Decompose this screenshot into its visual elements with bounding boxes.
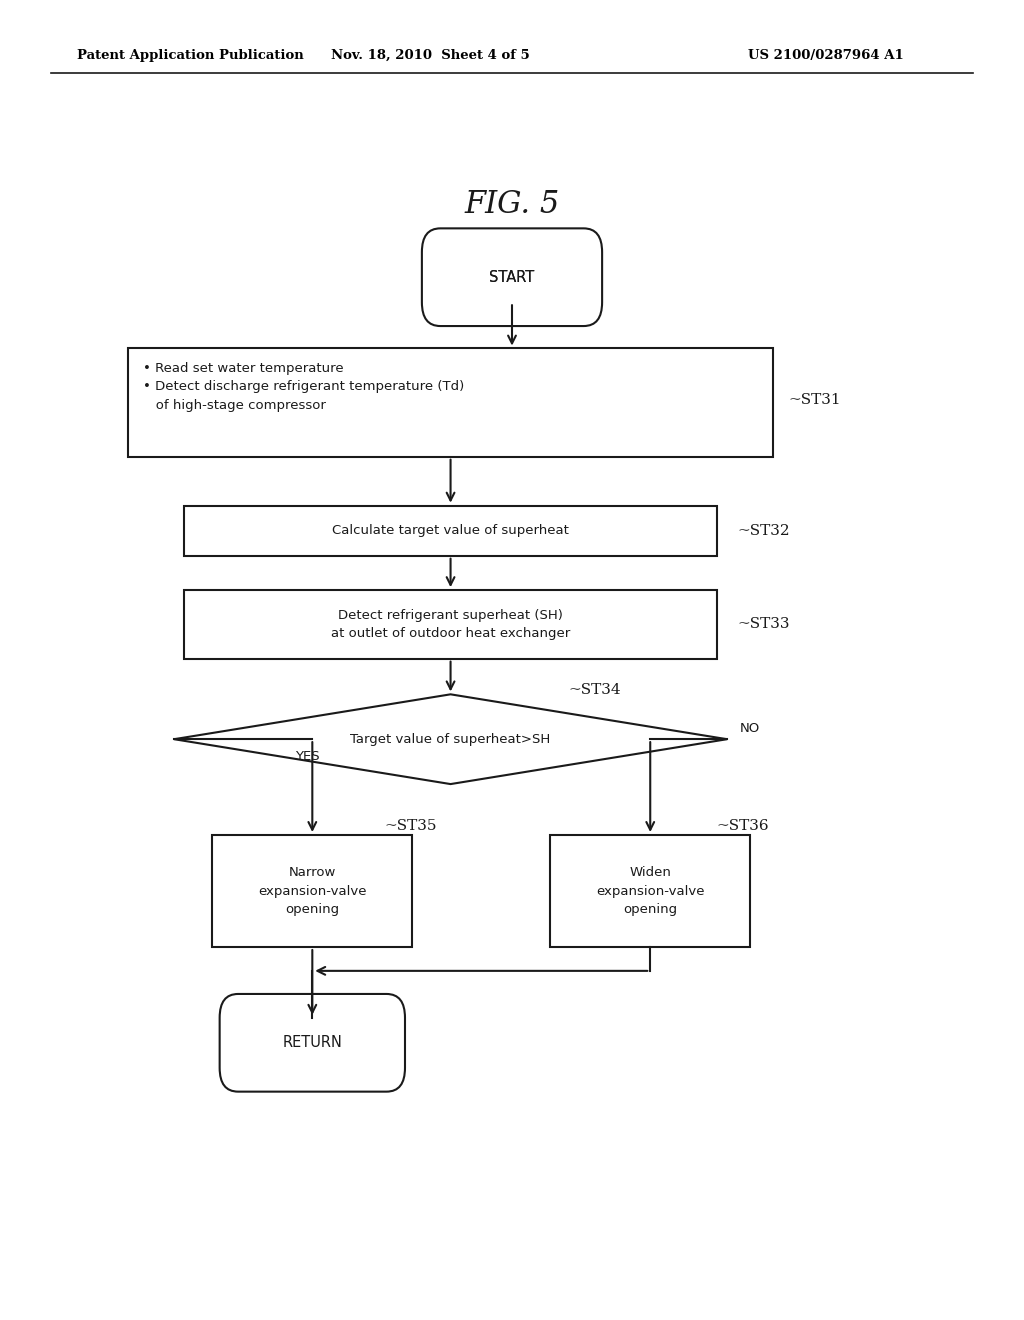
FancyBboxPatch shape: [219, 994, 404, 1092]
Bar: [184, 590, 717, 659]
Text: Narrow
expansion-valve
opening: Narrow expansion-valve opening: [258, 866, 367, 916]
Bar: [184, 506, 717, 556]
Text: ~ST34: ~ST34: [568, 684, 621, 697]
Text: Patent Application Publication: Patent Application Publication: [77, 49, 303, 62]
Bar: [213, 834, 412, 948]
Text: ~ST36: ~ST36: [717, 820, 769, 833]
Text: START: START: [489, 269, 535, 285]
Text: START: START: [489, 269, 535, 285]
Bar: [551, 834, 750, 948]
Bar: [128, 348, 773, 457]
Text: NO: NO: [739, 722, 760, 735]
Text: RETURN: RETURN: [283, 1035, 342, 1051]
Text: FIG. 5: FIG. 5: [464, 189, 560, 220]
Text: Calculate target value of superheat: Calculate target value of superheat: [332, 524, 569, 537]
Text: YES: YES: [295, 750, 319, 763]
Text: US 2100/0287964 A1: US 2100/0287964 A1: [748, 49, 903, 62]
Polygon shape: [174, 694, 727, 784]
Text: Detect refrigerant superheat (SH)
at outlet of outdoor heat exchanger: Detect refrigerant superheat (SH) at out…: [331, 609, 570, 640]
Text: Nov. 18, 2010  Sheet 4 of 5: Nov. 18, 2010 Sheet 4 of 5: [331, 49, 529, 62]
Text: ~ST32: ~ST32: [737, 524, 790, 537]
Text: Target value of superheat>SH: Target value of superheat>SH: [350, 733, 551, 746]
FancyBboxPatch shape: [422, 228, 602, 326]
Text: • Read set water temperature
• Detect discharge refrigerant temperature (Td)
   : • Read set water temperature • Detect di…: [143, 362, 465, 412]
Text: Widen
expansion-valve
opening: Widen expansion-valve opening: [596, 866, 705, 916]
Text: ~ST31: ~ST31: [788, 393, 841, 407]
Text: ~ST33: ~ST33: [737, 618, 790, 631]
Text: ~ST35: ~ST35: [384, 820, 436, 833]
